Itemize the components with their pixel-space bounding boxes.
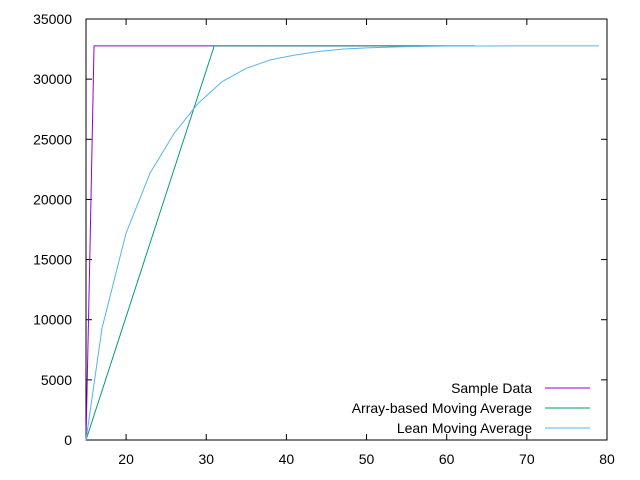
legend: Sample Data Array-based Moving Average Lea… [352, 380, 590, 436]
legend-label: Array-based Moving Average [352, 400, 532, 416]
y-tick-label: 5000 [41, 372, 72, 388]
series-line-lean-moving-average [85, 45, 599, 441]
y-tick-label: 30000 [33, 71, 72, 87]
legend-label: Sample Data [451, 380, 532, 396]
x-tick-label: 40 [279, 451, 295, 467]
legend-label: Lean Moving Average [397, 420, 532, 436]
y-tick-label: 25000 [33, 131, 72, 147]
x-tick-label: 50 [359, 451, 375, 467]
y-axis: 0 5000 10000 15000 20000 25000 30000 35000 [33, 11, 607, 448]
x-tick-label: 30 [198, 451, 214, 467]
series-line-sample-data [85, 45, 475, 441]
y-tick-label: 15000 [33, 252, 72, 268]
y-tick-label: 10000 [33, 312, 72, 328]
x-tick-label: 70 [519, 451, 535, 467]
x-tick-label: 20 [118, 451, 134, 467]
series-lines [85, 45, 599, 441]
y-tick-label: 20000 [33, 191, 72, 207]
y-tick-label: 0 [64, 432, 72, 448]
plot-frame [85, 18, 608, 441]
y-tick-label: 35000 [33, 11, 72, 27]
x-axis: 20 30 40 50 60 70 80 [118, 19, 615, 467]
plot-border [85, 18, 608, 441]
x-tick-label: 80 [599, 451, 615, 467]
x-tick-label: 60 [439, 451, 455, 467]
series-line-array-based-moving-average [85, 45, 475, 441]
